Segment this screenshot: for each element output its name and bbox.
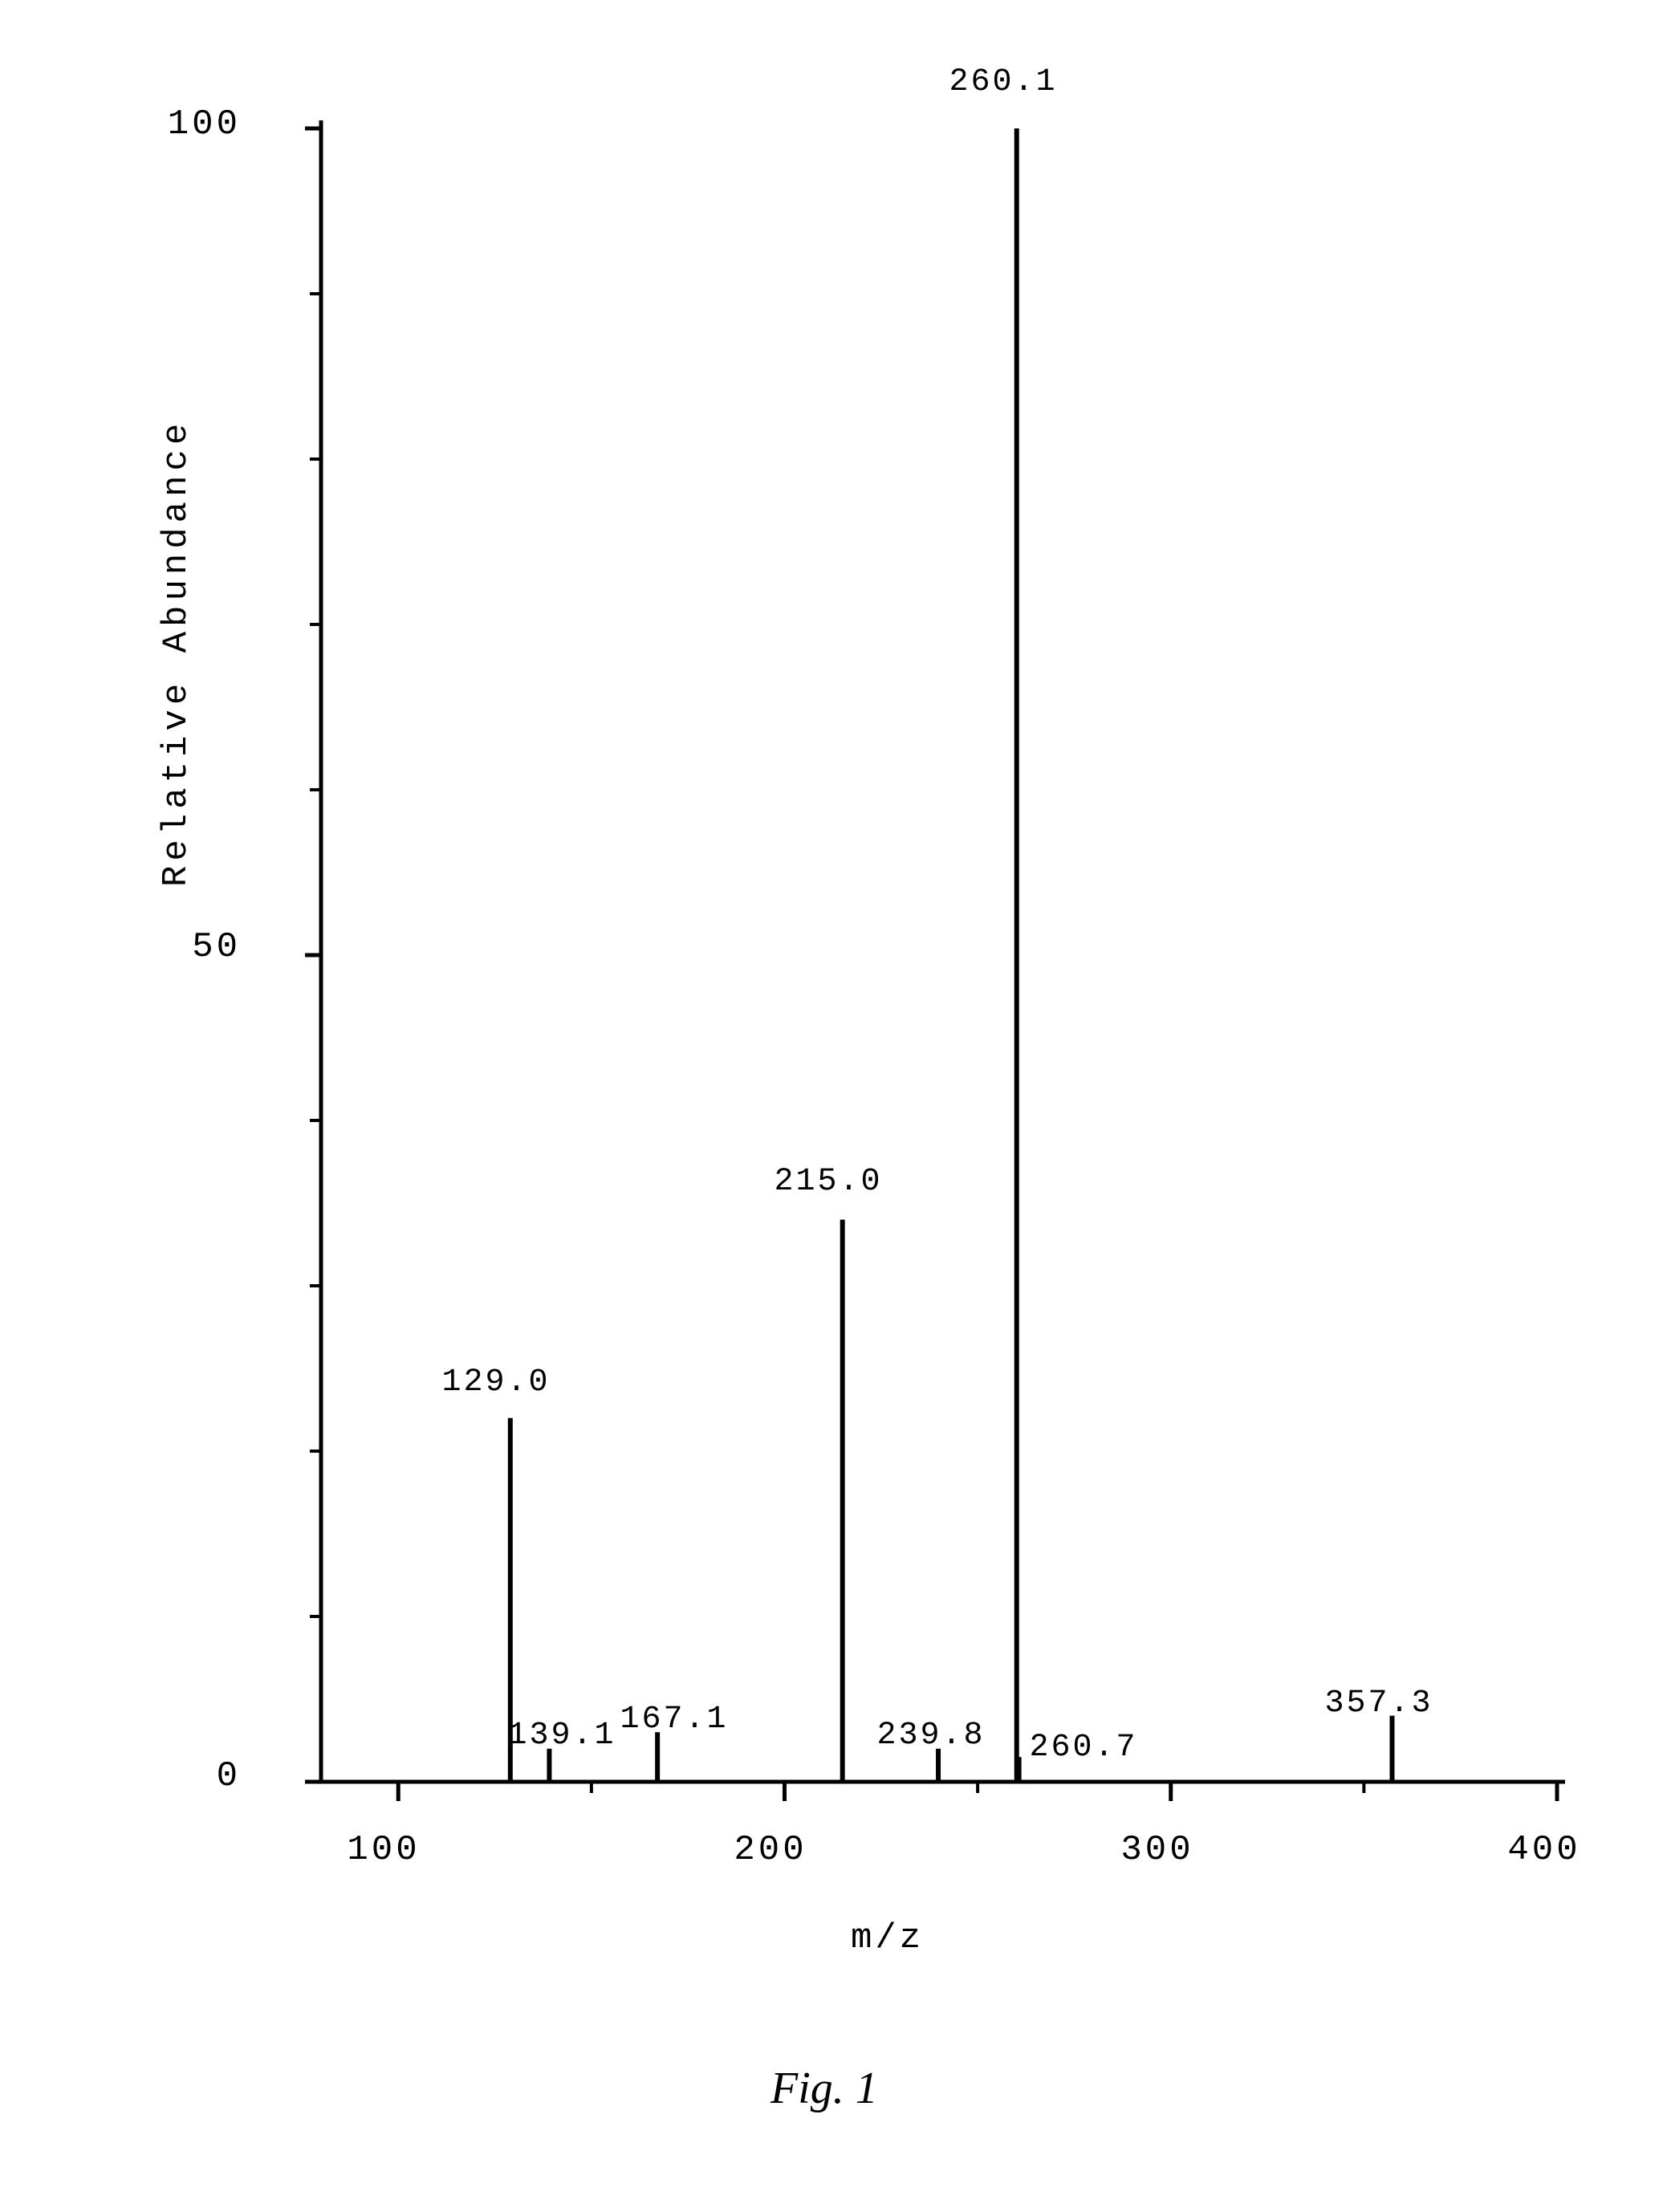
peak-label-357: 357.3 [1324,1685,1433,1722]
peak-label-129: 129.0 [441,1364,550,1401]
x-tick-100: 100 [335,1830,432,1870]
x-tick-300: 300 [1109,1830,1206,1870]
chart-container: Relative Abundance 0 50 100 100 200 300 … [128,64,1541,1830]
peak-label-139: 139.1 [507,1718,616,1754]
peak-label-167: 167.1 [620,1702,728,1738]
peak-label-215: 215.0 [774,1164,882,1200]
y-tick-50: 50 [120,927,241,967]
spectrum-svg [305,104,1573,1838]
x-tick-400: 400 [1496,1830,1592,1870]
plot-area [305,104,1573,1798]
x-tick-200: 200 [722,1830,819,1870]
y-tick-0: 0 [120,1756,241,1796]
figure-label: Fig. 1 [770,2063,878,2114]
peak-label-260: 260.1 [949,64,1057,100]
peak-label-239: 239.8 [876,1718,985,1754]
y-tick-100: 100 [120,104,241,144]
x-axis-label: m/z [851,1918,924,1958]
peak-label-260b: 260.7 [1029,1730,1137,1766]
y-axis-label: Relative Abundance [157,419,197,887]
